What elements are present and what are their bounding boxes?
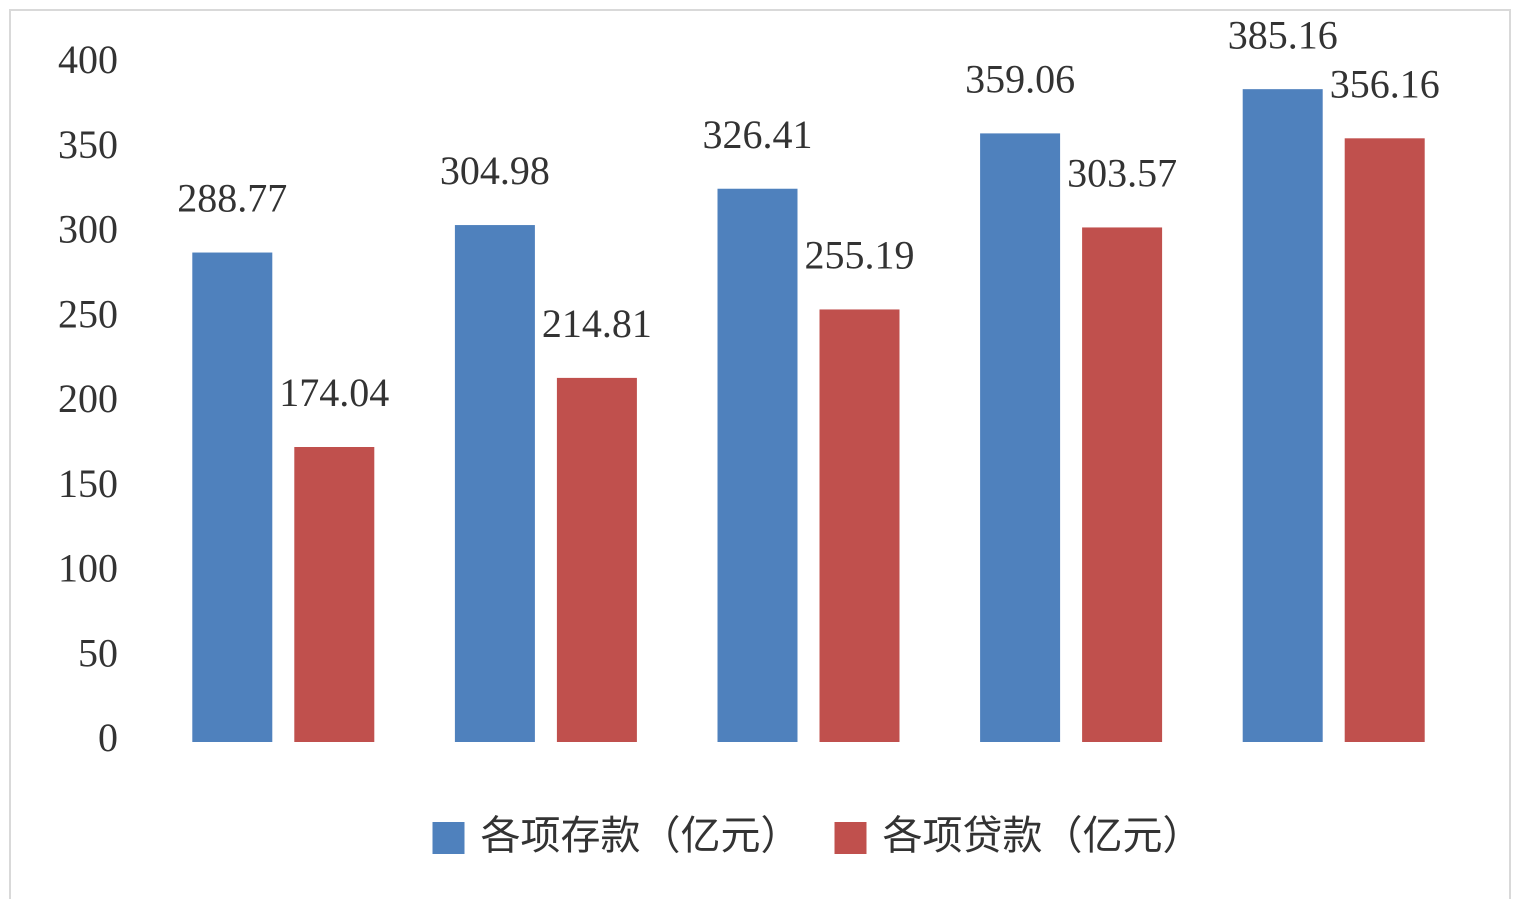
- bar: [1344, 138, 1425, 742]
- data-label: 326.41: [703, 112, 813, 157]
- data-label: 214.81: [542, 301, 652, 346]
- legend-swatch: [432, 822, 465, 854]
- y-tick-label: 50: [78, 630, 118, 675]
- y-tick-label: 150: [58, 461, 118, 506]
- data-label: 304.98: [440, 148, 550, 193]
- y-tick-label: 250: [58, 291, 118, 336]
- bar: [294, 447, 375, 742]
- bar: [454, 225, 535, 742]
- bar: [192, 252, 273, 742]
- legend-label: 各项存款（亿元）: [481, 813, 801, 858]
- data-label: 303.57: [1067, 151, 1177, 196]
- data-label: 255.19: [805, 233, 915, 278]
- y-tick-label: 400: [58, 37, 118, 82]
- bar: [717, 188, 798, 742]
- data-label: 174.04: [279, 370, 389, 415]
- bar: [556, 377, 637, 742]
- bar: [980, 133, 1061, 742]
- y-tick-label: 0: [98, 715, 118, 760]
- y-tick-label: 300: [58, 207, 118, 252]
- bar: [819, 309, 900, 742]
- legend-label: 各项贷款（亿元）: [883, 813, 1203, 858]
- bar: [1242, 89, 1323, 742]
- data-label: 359.06: [965, 57, 1075, 102]
- data-label: 288.77: [177, 176, 287, 221]
- y-tick-label: 350: [58, 122, 118, 167]
- data-label: 385.16: [1228, 12, 1338, 57]
- legend-swatch: [834, 822, 867, 854]
- y-tick-label: 200: [58, 376, 118, 421]
- data-label: 356.16: [1330, 61, 1440, 106]
- bar: [1082, 227, 1163, 742]
- y-tick-label: 100: [58, 546, 118, 591]
